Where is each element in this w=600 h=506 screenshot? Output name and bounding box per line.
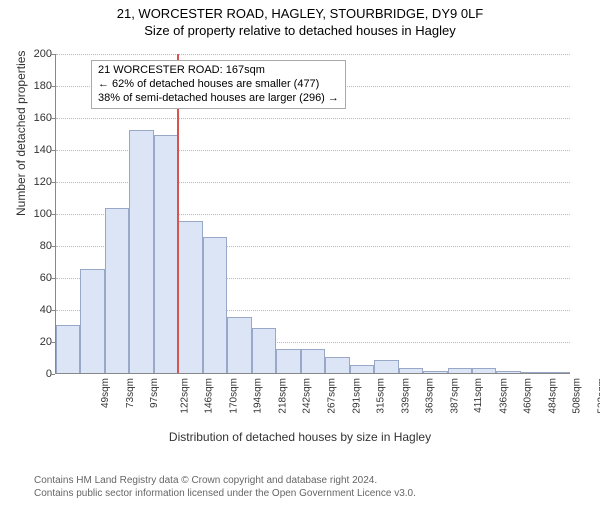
y-tick-label: 180 [34,80,52,92]
y-tick-mark [51,246,55,247]
histogram-bar [350,365,374,373]
y-tick-mark [51,342,55,343]
histogram-bar [276,349,300,373]
histogram-bar [80,269,104,373]
y-tick-mark [51,86,55,87]
y-tick-label: 100 [34,208,52,220]
x-tick-label: 291sqm [351,378,362,414]
x-tick-label: 218sqm [278,378,289,414]
histogram-bar [496,371,520,373]
histogram-bar [521,372,545,373]
x-tick-label: 97sqm [149,378,160,408]
y-tick-mark [51,118,55,119]
histogram-bar [374,360,398,373]
histogram-bar [545,372,569,373]
chart-area: 21 WORCESTER ROAD: 167sqm ← 62% of detac… [55,54,570,412]
x-tick-label: 242sqm [302,378,313,414]
x-tick-label: 460sqm [523,378,534,414]
x-tick-label: 122sqm [179,378,190,414]
y-tick-mark [51,374,55,375]
y-tick-mark [51,54,55,55]
x-tick-label: 436sqm [498,378,509,414]
histogram-bar [448,368,472,373]
histogram-bar [154,135,178,373]
y-tick-mark [51,214,55,215]
y-tick-mark [51,278,55,279]
x-tick-label: 49sqm [100,378,111,408]
histogram-bar [203,237,227,373]
footer: Contains HM Land Registry data © Crown c… [34,475,416,500]
histogram-bar [399,368,423,373]
x-tick-label: 194sqm [253,378,264,414]
x-tick-label: 315sqm [376,378,387,414]
histogram-bar [56,325,80,373]
footer-line-2: Contains public sector information licen… [34,488,416,501]
histogram-bar [129,130,153,373]
title-main: 21, WORCESTER ROAD, HAGLEY, STOURBRIDGE,… [0,6,600,21]
y-tick-label: 160 [34,112,52,124]
histogram-bar [252,328,276,373]
x-tick-label: 73sqm [125,378,136,408]
x-tick-label: 170sqm [228,378,239,414]
histogram-bar [325,357,349,373]
x-tick-label: 411sqm [473,378,484,413]
y-tick-label: 120 [34,176,52,188]
plot-area: 21 WORCESTER ROAD: 167sqm ← 62% of detac… [55,54,570,374]
histogram-bar [301,349,325,373]
x-tick-label: 146sqm [204,378,215,414]
histogram-bar [472,368,496,373]
y-tick-mark [51,310,55,311]
info-line-1: 21 WORCESTER ROAD: 167sqm [98,64,339,78]
x-tick-label: 339sqm [400,378,411,414]
y-tick-mark [51,182,55,183]
footer-line-1: Contains HM Land Registry data © Crown c… [34,475,416,488]
info-line-2: ← 62% of detached houses are smaller (47… [98,78,339,92]
y-axis-label: Number of detached properties [14,51,28,216]
histogram-bar [105,208,129,373]
y-tick-mark [51,150,55,151]
histogram-bar [178,221,202,373]
x-tick-label: 508sqm [572,378,583,414]
y-tick-label: 140 [34,144,52,156]
x-tick-label: 387sqm [449,378,460,414]
title-sub: Size of property relative to detached ho… [0,23,600,38]
x-tick-label: 267sqm [327,378,338,414]
x-axis-label: Distribution of detached houses by size … [0,430,600,444]
y-tick-label: 200 [34,48,52,60]
info-box: 21 WORCESTER ROAD: 167sqm ← 62% of detac… [91,60,346,109]
x-tick-label: 484sqm [547,378,558,414]
histogram-bar [227,317,251,373]
info-line-3: 38% of semi-detached houses are larger (… [98,92,339,106]
x-tick-label: 532sqm [596,378,600,414]
histogram-bar [423,371,447,373]
x-tick-label: 363sqm [425,378,436,414]
